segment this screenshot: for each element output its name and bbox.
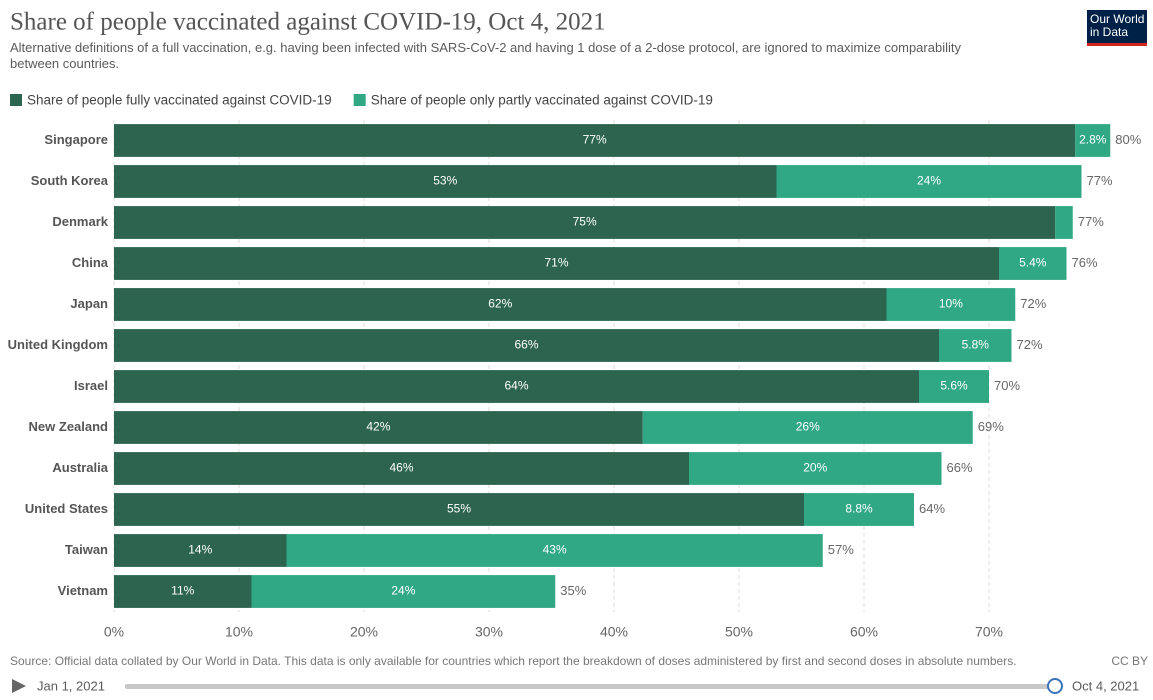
bar-segment [114, 534, 287, 567]
total-label: 77% [1078, 214, 1104, 229]
plot: Share of people fully vaccinated against… [8, 93, 1142, 640]
x-tick-label: 70% [975, 624, 1003, 640]
value-label: 71% [544, 256, 568, 270]
total-label: 72% [1017, 337, 1043, 352]
bar-segment [286, 534, 823, 567]
total-label: 80% [1115, 132, 1141, 147]
value-label: 20% [803, 461, 827, 475]
y-tick-label: Australia [52, 460, 108, 475]
y-tick-label: Denmark [52, 214, 108, 229]
timeline-track[interactable] [125, 684, 1055, 689]
value-label: 24% [391, 584, 415, 598]
chart-subtitle: Alternative definitions of a full vaccin… [10, 40, 961, 71]
y-tick-label: New Zealand [29, 419, 109, 434]
bar-segment [114, 165, 777, 198]
value-label: 42% [366, 420, 390, 434]
bar-segment [114, 329, 939, 362]
total-label: 69% [978, 419, 1004, 434]
bar-segment [886, 288, 1016, 321]
y-tick-label: United States [25, 501, 108, 516]
value-label: 43% [543, 543, 567, 557]
chart-title: Share of people vaccinated against COVID… [10, 9, 606, 36]
subtitle-box: Alternative definitions of a full vaccin… [10, 40, 961, 71]
y-tick-label: Vietnam [58, 583, 108, 598]
bar-segment [114, 124, 1076, 157]
x-tick-label: 20% [350, 624, 378, 640]
bar-segment [114, 247, 999, 280]
total-label: 77% [1087, 173, 1113, 188]
bar-segment [251, 575, 556, 608]
total-label: 66% [947, 460, 973, 475]
y-tick-label: South Korea [31, 173, 109, 188]
bar-segment [999, 247, 1067, 280]
bar-segment [776, 165, 1082, 198]
x-tick-label: 30% [475, 624, 503, 640]
total-label: 70% [994, 378, 1020, 393]
total-label: 57% [828, 542, 854, 557]
bar-segment [689, 452, 942, 485]
bar-segment [114, 370, 919, 403]
y-tick-label: Singapore [44, 132, 108, 147]
y-tick-label: United Kingdom [8, 337, 108, 352]
bar-segment [642, 411, 973, 444]
value-label: 66% [514, 338, 538, 352]
legend-label: Share of people fully vaccinated against… [27, 93, 332, 108]
bar-segment [1075, 124, 1111, 157]
total-label: 76% [1072, 255, 1098, 270]
bar-segment [114, 575, 252, 608]
y-tick-label: Taiwan [65, 542, 108, 557]
bar-segment [114, 493, 804, 526]
x-tick-label: 60% [850, 624, 878, 640]
value-label: 55% [447, 502, 471, 516]
bar-segment [804, 493, 914, 526]
value-label: 10% [939, 297, 963, 311]
value-label: 64% [504, 379, 528, 393]
x-tick-label: 0% [104, 624, 124, 640]
play-button[interactable] [12, 679, 26, 693]
value-label: 77% [583, 133, 607, 147]
license[interactable]: CC BY [1111, 654, 1148, 668]
x-tick-label: 10% [225, 624, 253, 640]
legend-swatch [353, 94, 366, 106]
bar-segment [114, 206, 1056, 239]
bar-segment [114, 411, 643, 444]
logo-stripe [1087, 43, 1147, 46]
total-label: 35% [560, 583, 586, 598]
source: Source: Official data collated by Our Wo… [10, 654, 1017, 668]
value-label: 24% [917, 174, 941, 188]
value-label: 75% [573, 215, 597, 229]
value-label: 5.8% [962, 338, 990, 352]
value-label: 26% [796, 420, 820, 434]
value-label: 2.8% [1079, 133, 1107, 147]
bar-segment [919, 370, 989, 403]
legend-swatch [10, 94, 22, 106]
logo[interactable]: Our World in Data [1090, 12, 1145, 39]
total-label: 72% [1020, 296, 1046, 311]
legend-label: Share of people only partly vaccinated a… [371, 93, 713, 108]
y-tick-label: Japan [70, 296, 108, 311]
value-label: 14% [188, 543, 212, 557]
value-label: 5.6% [940, 379, 968, 393]
value-label: 11% [171, 584, 194, 598]
x-tick-label: 40% [600, 624, 628, 640]
bar-segment [939, 329, 1012, 362]
value-label: 53% [433, 174, 457, 188]
value-label: 8.8% [845, 502, 873, 516]
bar-segment [1055, 206, 1073, 239]
value-label: 62% [488, 297, 512, 311]
logo-box: Our World in Data [1090, 12, 1145, 39]
value-label: 46% [389, 461, 413, 475]
y-tick-label: Israel [74, 378, 108, 393]
timeline-handle[interactable] [1047, 678, 1063, 694]
value-label: 5.4% [1019, 256, 1047, 270]
y-tick-label: China [72, 255, 109, 270]
bar-segment [114, 288, 887, 321]
bar-segment [114, 452, 689, 485]
timeline-start: Jan 1, 2021 [37, 678, 105, 693]
x-tick-label: 50% [725, 624, 753, 640]
timeline-end: Oct 4, 2021 [1072, 678, 1139, 693]
total-label: 64% [919, 501, 945, 516]
logo-bg [1087, 10, 1147, 46]
